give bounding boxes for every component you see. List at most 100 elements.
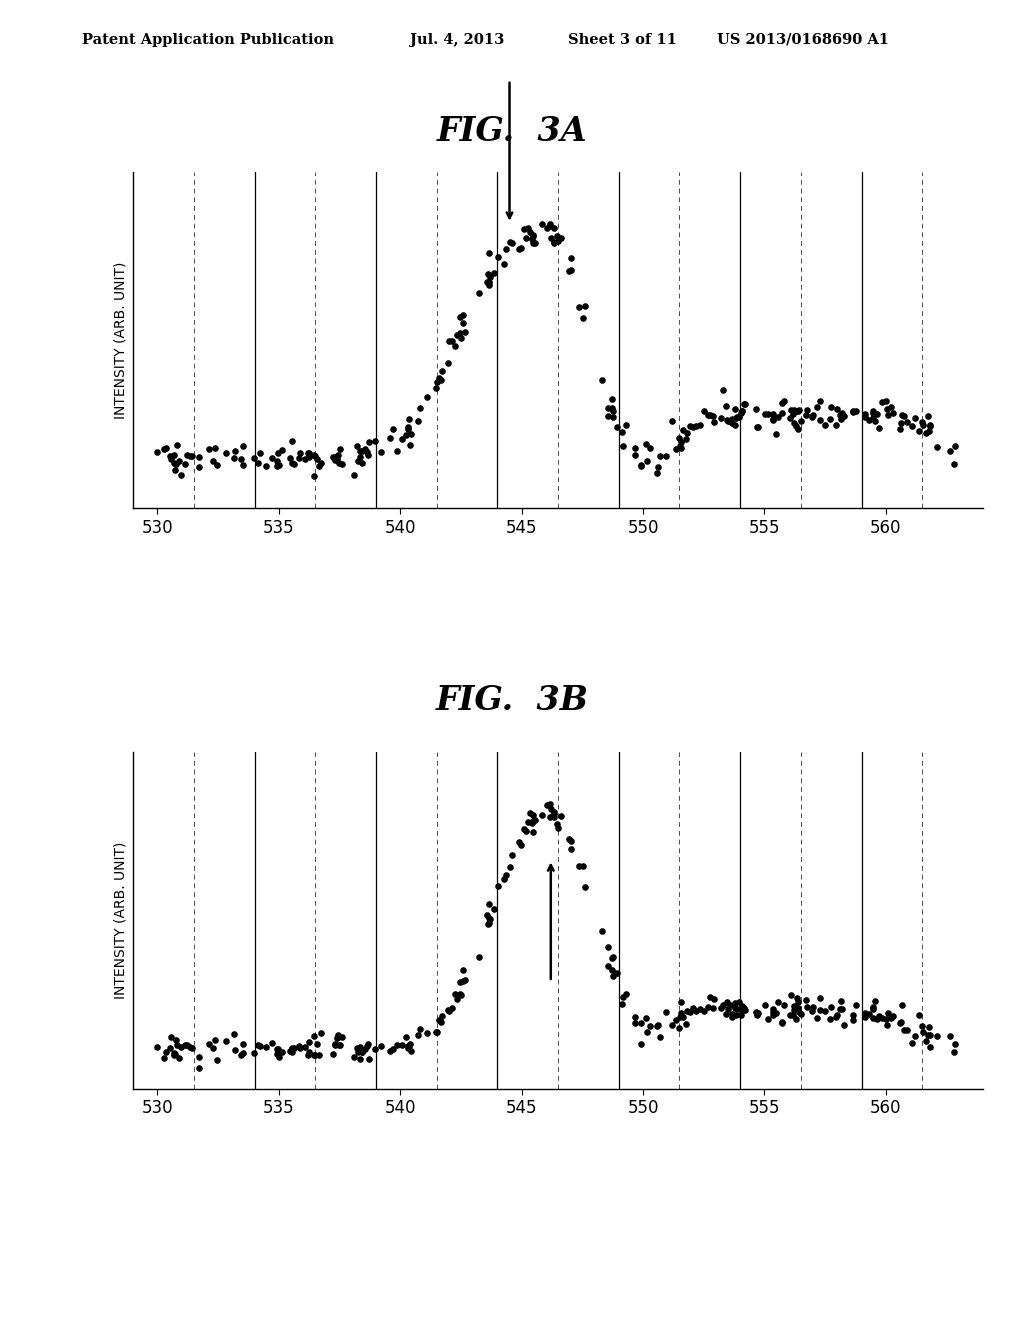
Point <box>542 793 558 814</box>
Point <box>765 403 781 424</box>
Point <box>760 404 776 425</box>
Point <box>511 832 527 853</box>
Point <box>284 1038 300 1059</box>
Point <box>542 214 558 235</box>
Point <box>691 414 708 436</box>
Point <box>828 414 845 436</box>
Y-axis label: INTENSITY (ARB. UNIT): INTENSITY (ARB. UNIT) <box>114 261 128 418</box>
Point <box>727 991 743 1012</box>
Point <box>627 438 643 459</box>
Point <box>833 990 849 1011</box>
Point <box>946 453 963 474</box>
Point <box>892 1012 908 1034</box>
Point <box>300 442 316 463</box>
Point <box>268 1039 285 1060</box>
Point <box>453 327 469 348</box>
Point <box>650 455 667 477</box>
Point <box>205 450 221 471</box>
Point <box>673 991 689 1012</box>
Point <box>271 454 288 475</box>
Point <box>633 1034 649 1055</box>
Point <box>791 991 807 1012</box>
Point <box>705 405 721 426</box>
Point <box>297 449 313 470</box>
Point <box>899 1019 915 1040</box>
Point <box>515 218 531 239</box>
Point <box>594 370 610 391</box>
Point <box>671 1018 687 1039</box>
Point <box>169 1035 185 1056</box>
Point <box>575 855 592 876</box>
Point <box>264 447 281 469</box>
Point <box>482 908 499 929</box>
Point <box>705 998 721 1019</box>
Point <box>811 409 827 430</box>
Point <box>560 829 577 850</box>
Point <box>167 459 183 480</box>
Point <box>412 1018 428 1039</box>
Point <box>706 411 722 432</box>
Point <box>443 330 460 351</box>
Point <box>735 997 752 1018</box>
Point <box>947 436 964 457</box>
Point <box>351 1036 368 1057</box>
Point <box>673 437 689 458</box>
Point <box>776 391 793 412</box>
Point <box>334 454 350 475</box>
Point <box>696 1001 713 1022</box>
Point <box>821 1008 838 1030</box>
Point <box>734 1001 751 1022</box>
Point <box>274 440 291 461</box>
Point <box>785 995 802 1016</box>
Point <box>811 391 827 412</box>
Point <box>521 220 538 242</box>
Point <box>700 404 717 425</box>
Point <box>419 387 435 408</box>
Point <box>921 420 937 441</box>
Point <box>829 1005 846 1026</box>
Point <box>402 1040 419 1061</box>
Point <box>781 407 798 428</box>
Point <box>546 231 562 252</box>
Point <box>553 228 569 249</box>
Point <box>649 1015 666 1036</box>
Point <box>539 795 555 816</box>
Point <box>517 227 534 248</box>
Point <box>638 433 654 454</box>
Point <box>411 1024 427 1045</box>
Point <box>696 400 713 421</box>
Point <box>236 1043 252 1064</box>
Point <box>232 1044 249 1065</box>
Point <box>615 436 632 457</box>
Point <box>284 430 300 451</box>
Point <box>765 999 781 1020</box>
Point <box>811 999 827 1020</box>
Point <box>729 407 745 428</box>
Text: Sheet 3 of 11: Sheet 3 of 11 <box>568 33 677 46</box>
Point <box>845 401 861 422</box>
Point <box>546 807 562 828</box>
Point <box>446 335 463 356</box>
Point <box>218 1031 234 1052</box>
Point <box>633 1012 649 1034</box>
Point <box>181 1036 198 1057</box>
Point <box>373 441 389 462</box>
Point <box>691 999 708 1020</box>
Point <box>457 321 473 342</box>
Point <box>785 413 802 434</box>
Point <box>672 1006 688 1027</box>
Point <box>861 409 878 430</box>
Point <box>720 999 736 1020</box>
Point <box>327 449 343 470</box>
Point <box>485 263 502 284</box>
Point <box>604 948 621 969</box>
Point <box>791 1001 807 1022</box>
Point <box>232 449 249 470</box>
Point <box>923 416 939 437</box>
Point <box>382 1040 398 1061</box>
Text: US 2013/0168690 A1: US 2013/0168690 A1 <box>717 33 889 46</box>
Point <box>542 807 558 828</box>
Point <box>269 455 286 477</box>
Point <box>453 983 469 1005</box>
Point <box>351 441 368 462</box>
